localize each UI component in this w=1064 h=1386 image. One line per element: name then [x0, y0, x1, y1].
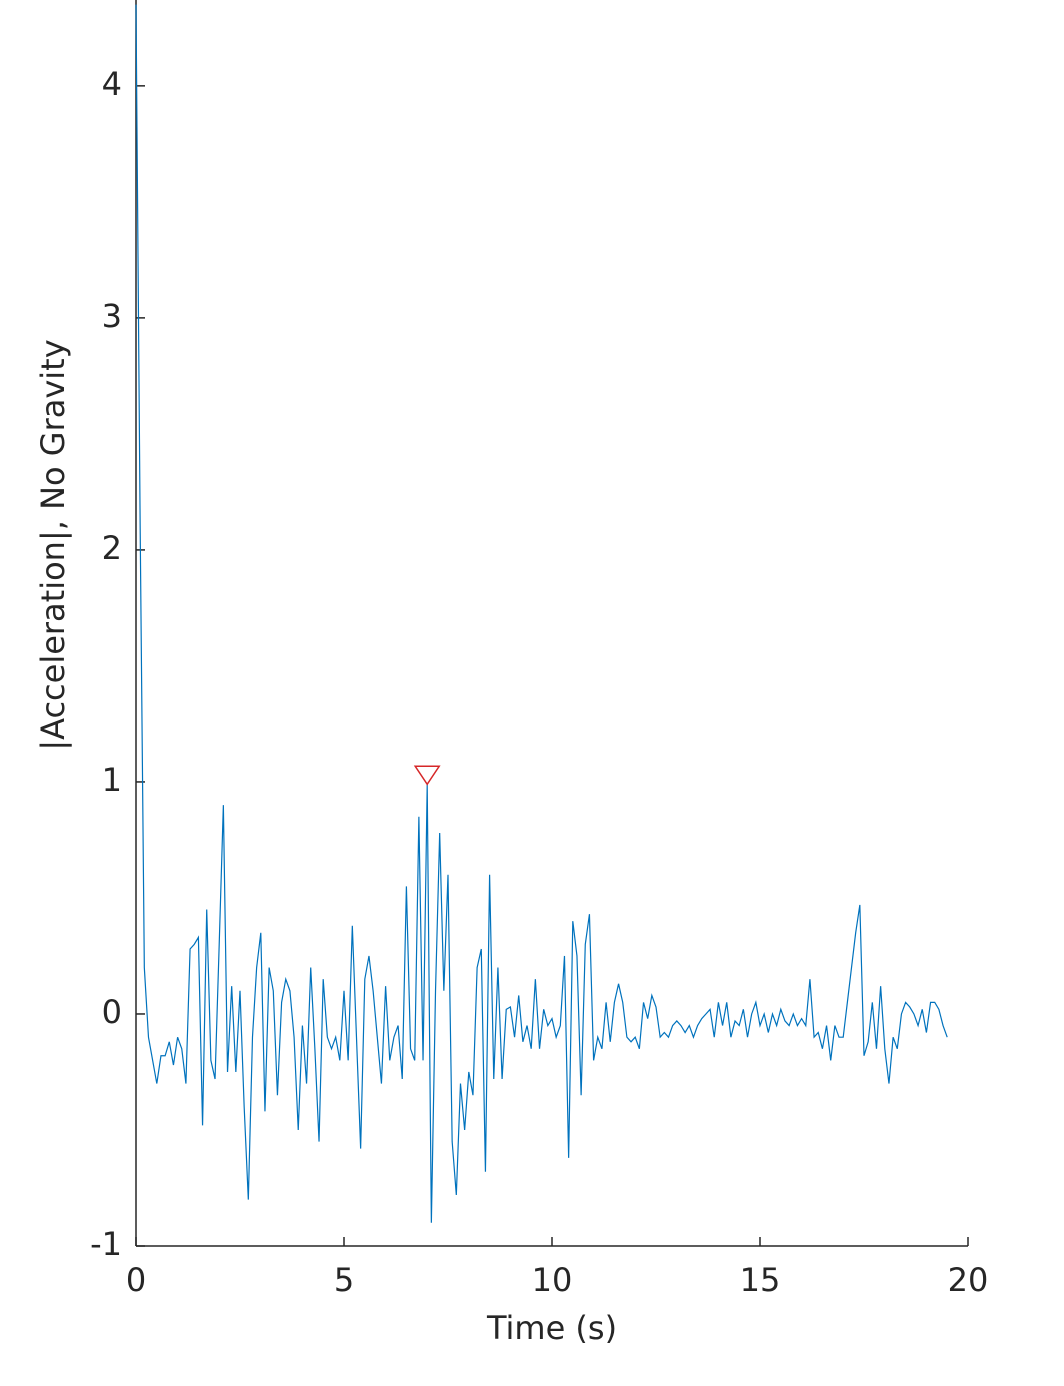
y-tick-label: 3: [102, 297, 122, 335]
x-tick-label: 20: [948, 1261, 989, 1299]
x-tick-label: 15: [740, 1261, 781, 1299]
y-tick-label: 2: [102, 529, 122, 567]
x-tick-label: 5: [334, 1261, 354, 1299]
y-tick-label: 0: [102, 993, 122, 1031]
y-tick-label: 1: [102, 761, 122, 799]
peak-marker: [413, 765, 441, 786]
x-tick-label: 10: [532, 1261, 573, 1299]
y-tick-label: 4: [102, 65, 122, 103]
x-axis-label: Time (s): [486, 1309, 617, 1347]
x-tick-label: 0: [126, 1261, 146, 1299]
y-axis-label: |Acceleration|, No Gravity: [34, 339, 72, 750]
data-line: [135, 4, 948, 1223]
y-tick-label: -1: [90, 1225, 122, 1263]
